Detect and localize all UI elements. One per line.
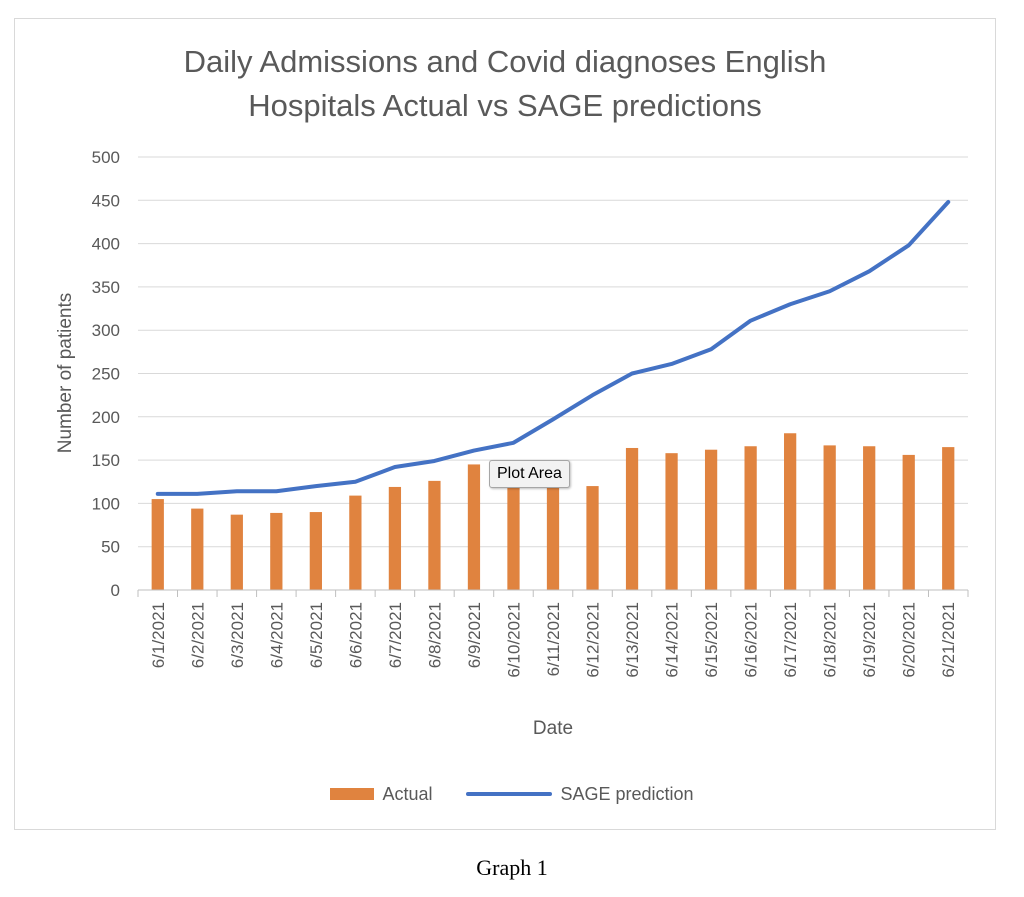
bar-actual xyxy=(546,486,560,590)
bar-actual xyxy=(942,447,955,590)
x-axis-title: Date xyxy=(533,718,573,739)
y-tick-label: 0 xyxy=(111,581,120,600)
legend: Actual SAGE prediction xyxy=(0,782,1024,806)
x-tick-label: 6/9/2021 xyxy=(465,602,484,668)
x-tick-label: 6/7/2021 xyxy=(386,602,405,668)
chart-title: Daily Admissions and Covid diagnoses Eng… xyxy=(14,40,996,128)
bar-actual xyxy=(151,499,164,590)
y-tick-label: 150 xyxy=(92,451,120,470)
y-tick-label: 300 xyxy=(92,321,120,340)
bar-actual xyxy=(388,486,402,590)
x-tick-label: 6/21/2021 xyxy=(939,602,958,678)
bar-actual xyxy=(230,514,243,590)
chart-title-line-2: Hospitals Actual vs SAGE predictions xyxy=(248,88,762,123)
y-tick-label: 350 xyxy=(92,278,120,297)
bar-actual xyxy=(665,453,678,590)
legend-item-actual: Actual xyxy=(330,784,432,805)
y-tick-label: 50 xyxy=(101,538,120,557)
x-tick-label: 6/20/2021 xyxy=(900,602,919,678)
bar-actual xyxy=(586,486,599,590)
bar-actual xyxy=(309,512,322,590)
x-axis: 6/1/2021 6/2/2021 6/3/2021 6/4/2021 6/5/2021… xyxy=(137,589,969,678)
bar-actual xyxy=(270,512,283,590)
y-tick-label: 250 xyxy=(92,365,120,384)
x-tick-label: 6/17/2021 xyxy=(781,602,800,678)
plot-area-tooltip: Plot Area xyxy=(489,460,570,488)
y-axis-title: Number of patients xyxy=(55,293,76,454)
chart-title-line-1: Daily Admissions and Covid diagnoses Eng… xyxy=(183,44,827,79)
bar-actual xyxy=(744,446,757,590)
bar-actual xyxy=(902,454,915,590)
x-tick-label: 6/18/2021 xyxy=(821,602,840,678)
x-tick-label: 6/19/2021 xyxy=(860,602,879,678)
x-tick-label: 6/1/2021 xyxy=(149,602,168,668)
bar-actual xyxy=(625,447,639,590)
legend-label-sage-prediction: SAGE prediction xyxy=(560,783,694,804)
bar-actual xyxy=(704,449,718,590)
x-tick-label: 6/4/2021 xyxy=(267,602,286,668)
y-tick-label: 450 xyxy=(92,191,120,210)
x-tick-label: 6/12/2021 xyxy=(584,602,603,678)
x-tick-label: 6/8/2021 xyxy=(425,602,444,668)
y-tick-label: 200 xyxy=(92,408,120,427)
x-tick-label: 6/3/2021 xyxy=(228,602,247,668)
bar-actual xyxy=(349,495,362,590)
legend-item-sage-prediction: SAGE prediction xyxy=(466,783,694,805)
x-tick-label: 6/11/2021 xyxy=(544,602,563,676)
legend-label-actual: Actual xyxy=(382,783,433,804)
x-tick-label: 6/14/2021 xyxy=(663,602,682,678)
legend-swatch-actual xyxy=(330,788,375,800)
chart-frame xyxy=(14,18,996,830)
bar-actual xyxy=(823,445,836,590)
figure-caption: Graph 1 xyxy=(476,855,548,880)
x-tick-label: 6/6/2021 xyxy=(346,602,365,668)
x-tick-label: 6/10/2021 xyxy=(504,602,523,678)
legend-swatch-sage-prediction xyxy=(466,792,553,796)
x-tick-label: 6/13/2021 xyxy=(623,602,642,678)
x-tick-label: 6/15/2021 xyxy=(702,602,721,678)
x-tick-label: 6/5/2021 xyxy=(307,602,326,668)
line-sage-prediction xyxy=(155,200,951,496)
bar-actual xyxy=(191,508,204,590)
bar-actual xyxy=(863,446,876,590)
bar-actual xyxy=(428,480,441,590)
bar-actual xyxy=(507,486,520,590)
bar-actual xyxy=(784,433,797,590)
y-tick-label: 500 xyxy=(92,148,120,167)
sage-prediction-line-group xyxy=(155,200,951,496)
y-tick-label: 400 xyxy=(92,235,120,254)
y-tick-label: 100 xyxy=(92,494,120,513)
actual-bars xyxy=(151,433,955,590)
x-tick-label: 6/2/2021 xyxy=(188,602,207,668)
x-tick-label: 6/16/2021 xyxy=(742,602,761,678)
bar-actual xyxy=(467,464,481,590)
y-axis-tick-labels: 0 50 100 150 200 250 300 350 400 450 500 xyxy=(92,148,120,600)
